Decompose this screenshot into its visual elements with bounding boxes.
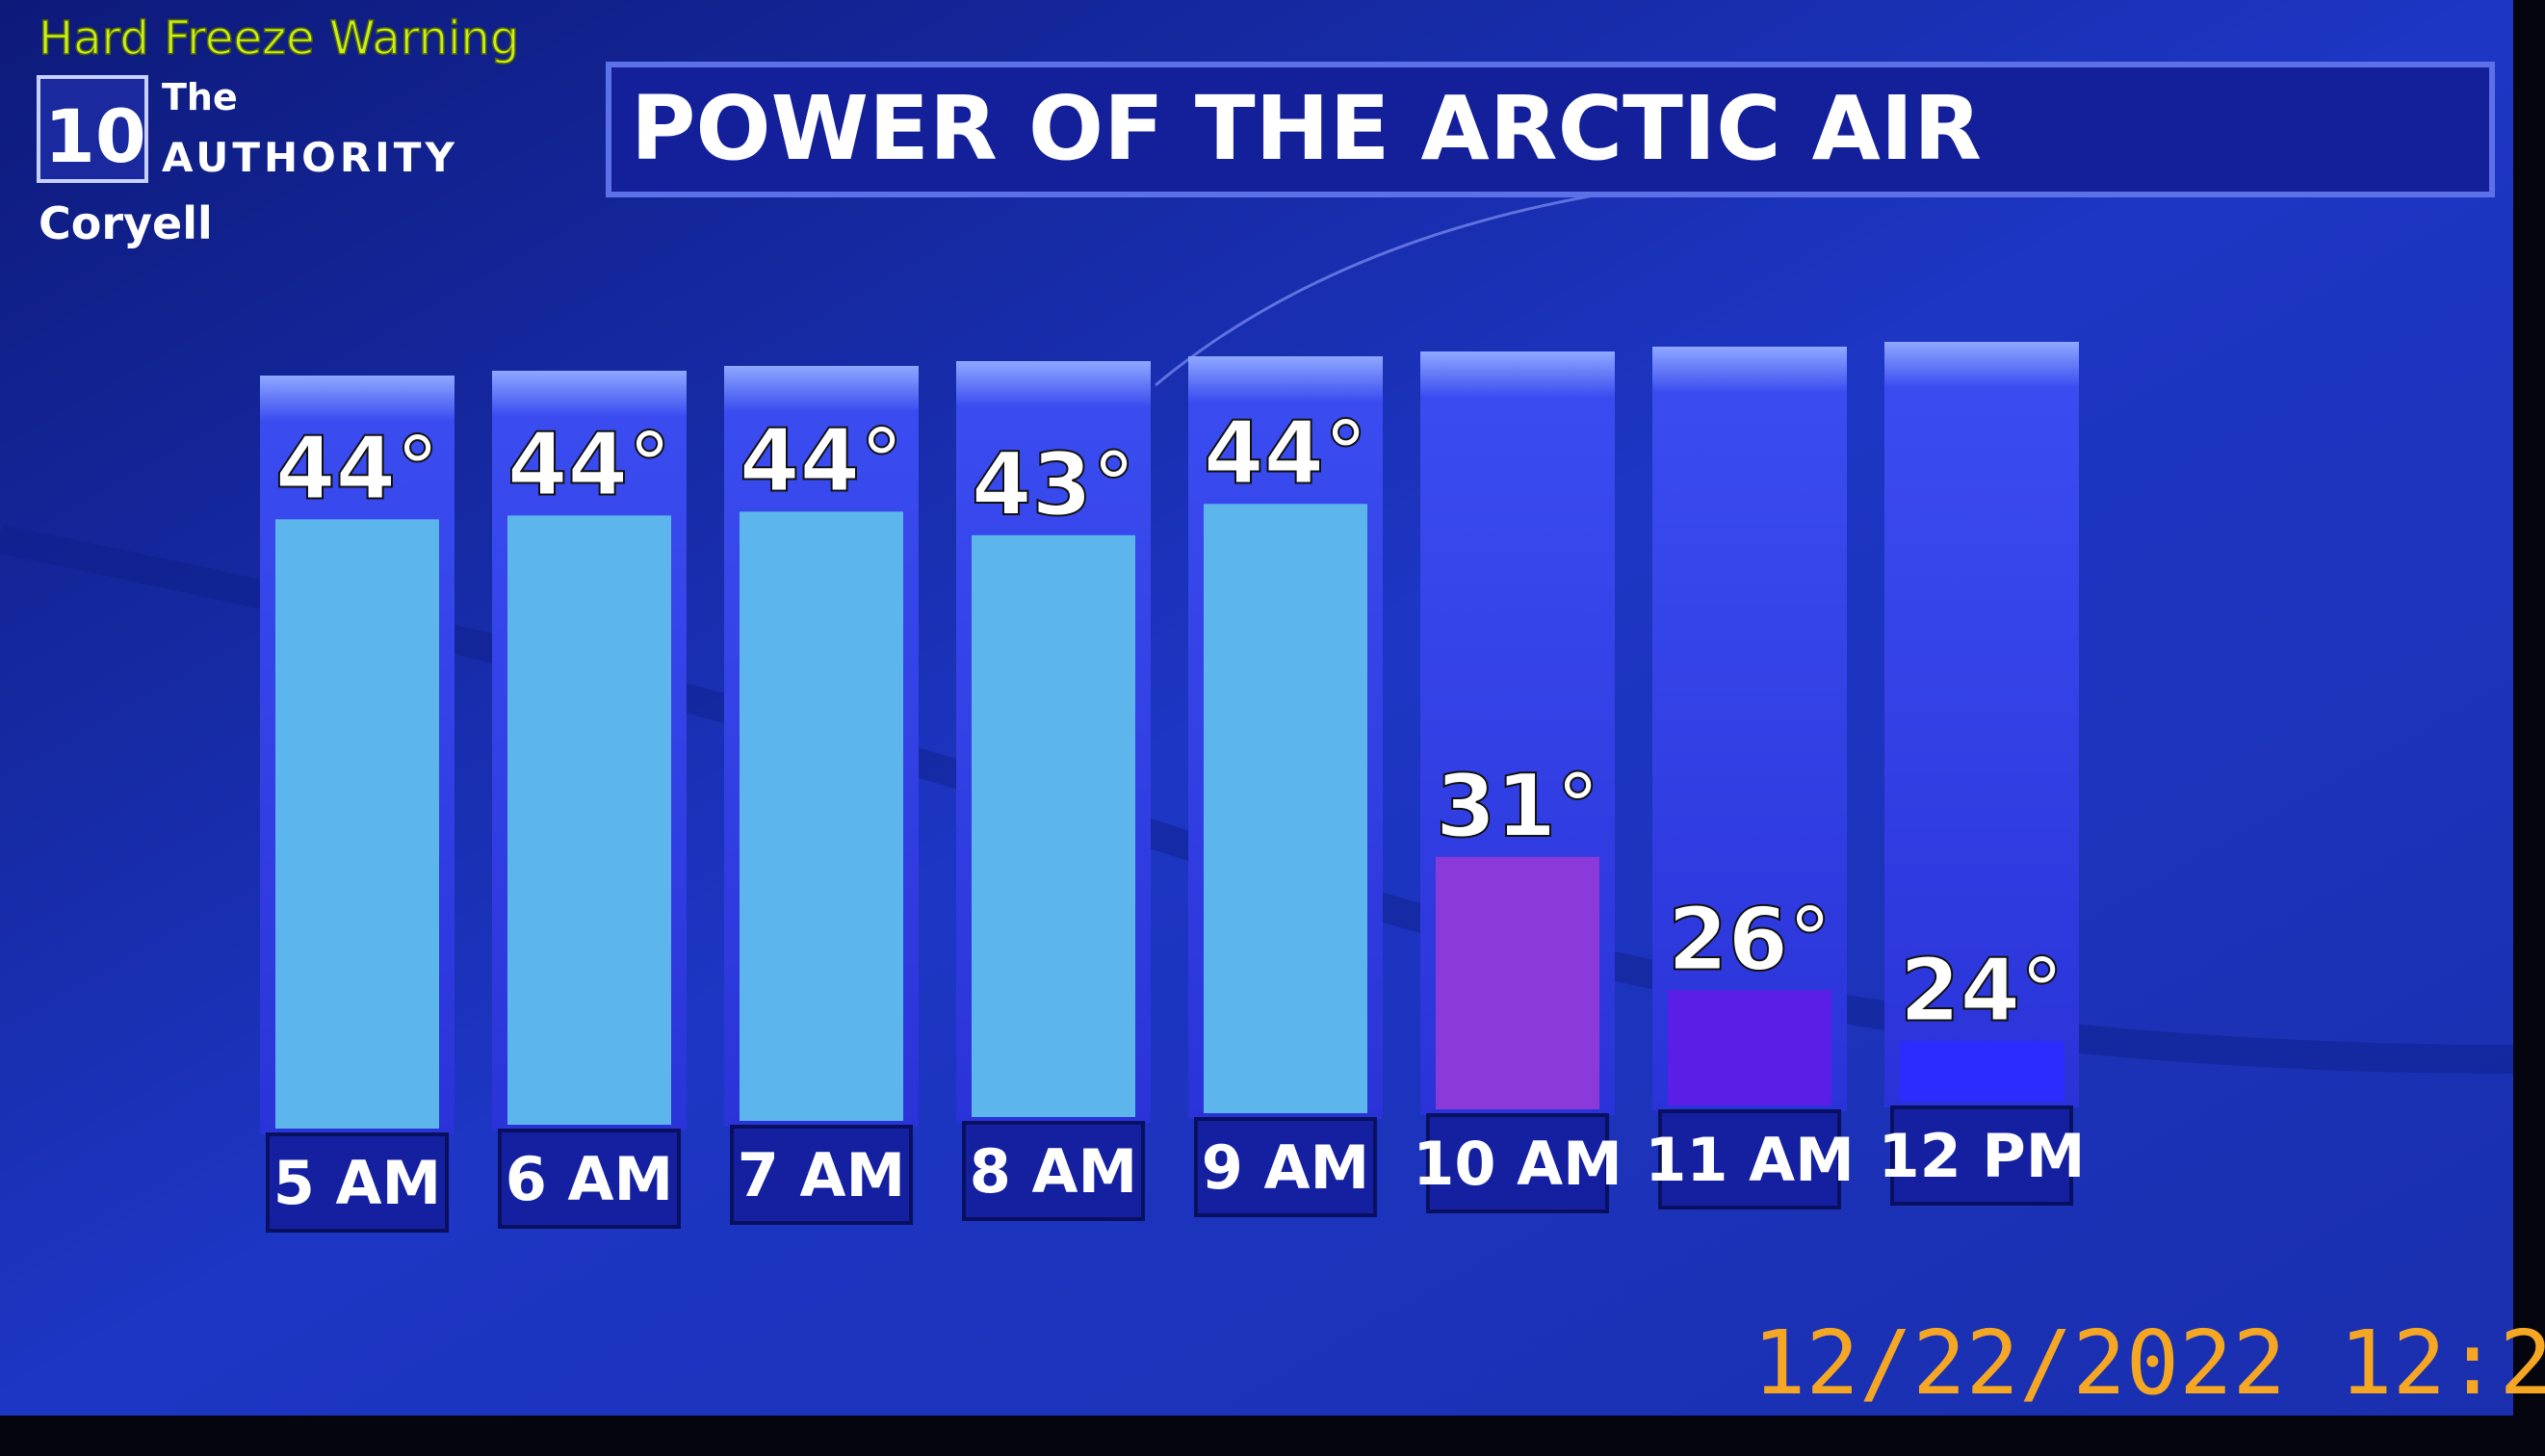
bar-value-label: 31°	[1436, 756, 1599, 857]
bar-group: 31° 10 AM	[1413, 351, 1623, 1213]
category-label: 11 AM	[1645, 1125, 1855, 1195]
title-box	[606, 62, 2495, 197]
bar-column	[1652, 347, 1847, 1111]
alert-ticker: Hard Freeze Warning	[39, 12, 519, 65]
camera-timestamp: 12/22/2022 12:29	[1753, 1312, 2545, 1415]
logo-box	[37, 75, 148, 183]
bar-group: 43° 8 AM	[956, 361, 1151, 1221]
logo-number: 10	[44, 93, 146, 179]
bar-column	[1884, 342, 2079, 1107]
category-label: 12 PM	[1878, 1121, 2085, 1191]
bar	[1900, 1041, 2064, 1102]
bar-chart: 44° 5 AM 44° 6 AM 44° 7 AM 43° 8 AM 44° 9 AM 31° 10…	[260, 342, 2086, 1233]
bar-value-label: 26°	[1668, 889, 1831, 990]
bar	[1668, 990, 1831, 1105]
bar	[507, 515, 671, 1125]
category-label: 6 AM	[506, 1144, 673, 1214]
category-label: 8 AM	[970, 1136, 1137, 1207]
bar-group: 44° 9 AM	[1188, 356, 1383, 1217]
bar	[972, 534, 1135, 1117]
bar-group: 44° 5 AM	[260, 376, 454, 1233]
bar-group: 44° 7 AM	[724, 366, 919, 1225]
bar-value-label: 44°	[507, 414, 671, 515]
category-label-box	[1426, 1113, 1609, 1213]
category-label: 9 AM	[1202, 1132, 1369, 1203]
bar	[1436, 856, 1599, 1109]
page-title: POWER OF THE ARCTIC AIR	[631, 77, 1982, 180]
bar	[275, 519, 439, 1129]
bar-value-label: 44°	[275, 418, 439, 519]
category-label: 7 AM	[738, 1140, 905, 1210]
bar	[740, 511, 903, 1121]
category-label-box	[1658, 1109, 1841, 1209]
bar-group: 26° 11 AM	[1645, 347, 1855, 1209]
bar-value-label: 44°	[1204, 403, 1367, 504]
category-label-box	[1194, 1117, 1377, 1217]
category-label-box	[1890, 1105, 2073, 1206]
logo-coryell: Coryell	[39, 197, 213, 249]
bar-value-label: 24°	[1900, 940, 2064, 1041]
category-label-box	[498, 1129, 681, 1229]
bar-value-label: 44°	[740, 410, 903, 511]
category-label: 10 AM	[1413, 1129, 1623, 1199]
logo-the: The	[162, 76, 238, 118]
bar-group: 44° 6 AM	[492, 371, 687, 1229]
bar-value-label: 43°	[972, 434, 1135, 535]
category-label-box	[962, 1121, 1145, 1221]
category-label: 5 AM	[273, 1148, 441, 1218]
logo-authority: AUTHORITY	[162, 134, 458, 181]
bar-group: 24° 12 PM	[1878, 342, 2086, 1206]
station-logo: 10 The AUTHORITY Coryell	[37, 75, 458, 249]
header: POWER OF THE ARCTIC AIR Hard Freeze Warn…	[37, 11, 2495, 249]
category-label-box	[730, 1125, 913, 1225]
bar	[1204, 504, 1367, 1113]
category-label-box	[266, 1132, 449, 1233]
